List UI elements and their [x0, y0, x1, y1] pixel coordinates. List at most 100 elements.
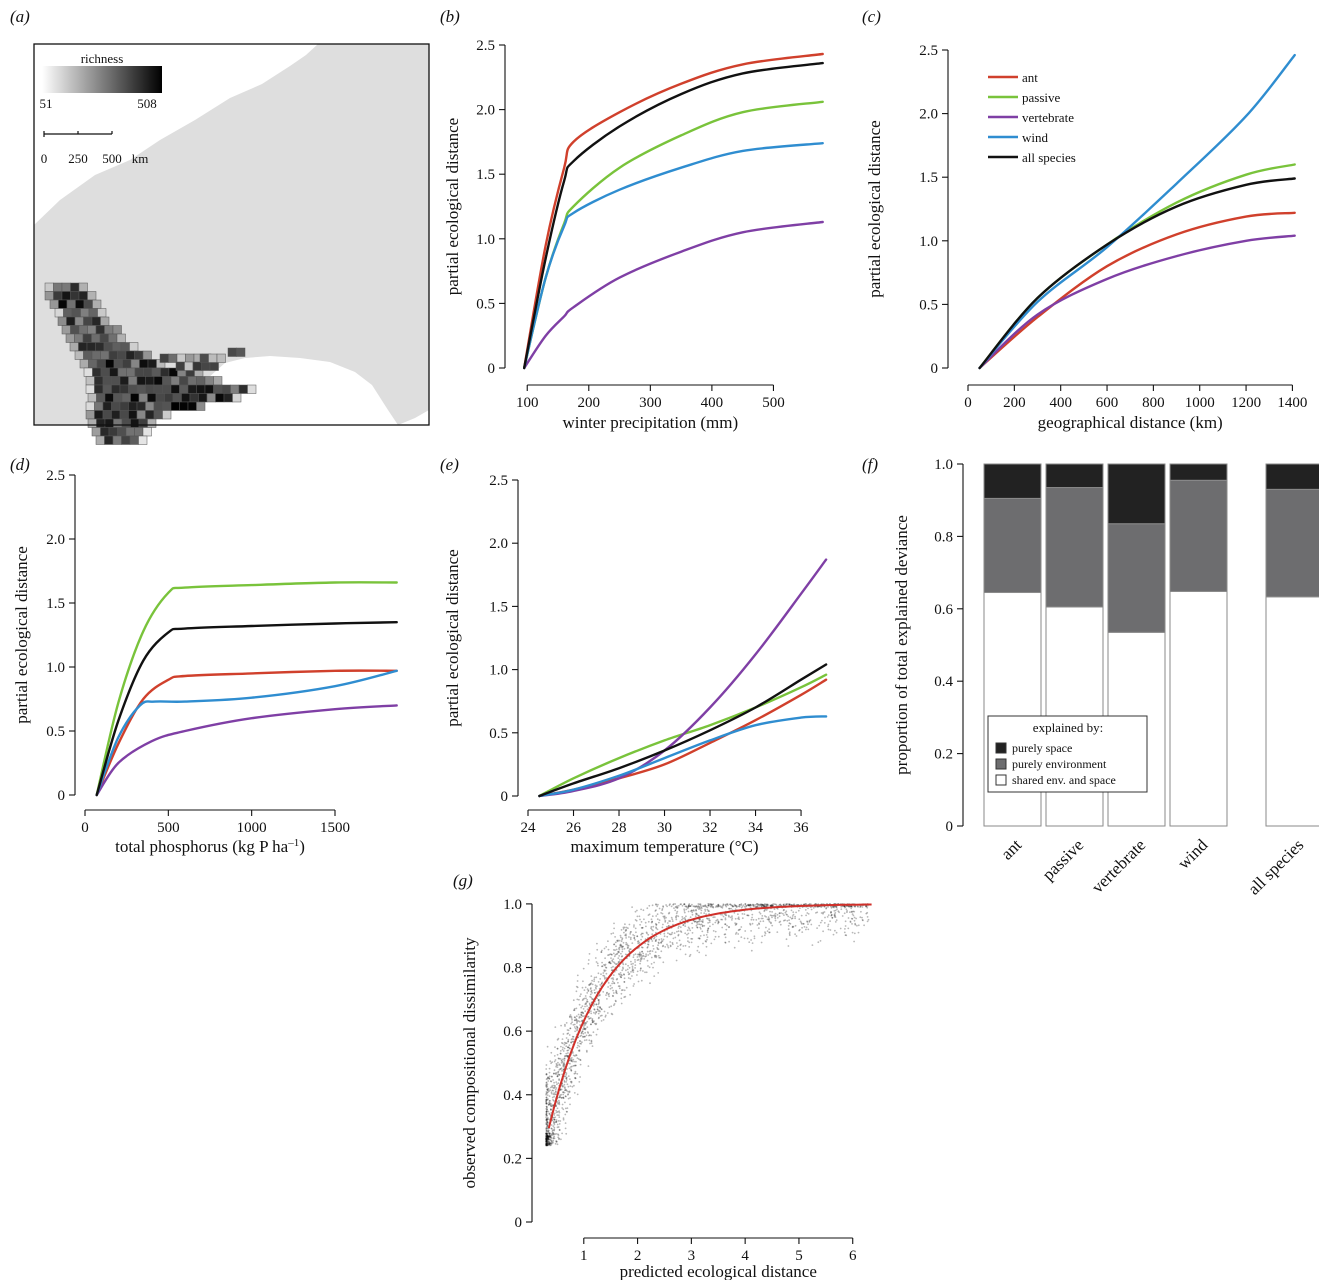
- scatter-point: [553, 1129, 556, 1132]
- scatter-point: [569, 1080, 572, 1083]
- scatter-point: [604, 966, 607, 969]
- scatter-point: [766, 930, 769, 932]
- scatter-point: [548, 1135, 551, 1138]
- scatter-point: [566, 1033, 569, 1035]
- scatter-point: [560, 1138, 562, 1141]
- scatter-point: [605, 972, 608, 975]
- scatter-point: [851, 931, 854, 934]
- scatter-point: [548, 1101, 550, 1104]
- richness-cell: [102, 376, 112, 386]
- scatter-point: [661, 940, 664, 942]
- scatter-point: [582, 998, 585, 1000]
- scatter-point: [761, 935, 764, 938]
- scatter-point: [593, 980, 595, 983]
- scatter-point: [588, 1002, 591, 1005]
- scatter-point: [562, 1065, 564, 1067]
- richness-cell: [185, 353, 195, 363]
- scatter-point: [546, 1144, 549, 1146]
- scatter-point: [548, 1067, 551, 1070]
- scatter-point: [562, 1096, 565, 1099]
- scatter-point: [647, 965, 649, 967]
- scatter-point: [626, 947, 629, 949]
- scatter-point: [546, 1144, 548, 1147]
- scatter-point: [779, 920, 782, 923]
- scatter-point: [687, 905, 690, 908]
- richness-cell: [153, 410, 163, 420]
- scatter-point: [589, 1023, 592, 1026]
- scatter-point: [778, 912, 781, 915]
- scatter-point: [603, 947, 606, 950]
- scatter-point: [556, 1075, 559, 1078]
- scatter-point: [699, 935, 702, 937]
- scatter-point: [563, 1058, 566, 1060]
- scatter-point: [801, 931, 804, 933]
- scatter-point: [549, 1132, 552, 1135]
- scatter-point: [728, 915, 730, 918]
- scatter-point: [614, 941, 617, 944]
- scatter-point: [564, 1127, 567, 1130]
- scatter-point: [630, 930, 632, 933]
- scatter-point: [682, 924, 685, 926]
- scatter-point: [585, 997, 587, 1000]
- scatter-point: [640, 958, 642, 961]
- richness-cell: [66, 299, 76, 309]
- scatter-point: [682, 945, 685, 947]
- scatter-point: [597, 1017, 600, 1020]
- scatter-point: [827, 925, 829, 928]
- scatter-point: [577, 1013, 580, 1016]
- richness-cell: [121, 393, 131, 403]
- scatter-point: [545, 1119, 548, 1121]
- scatter-point: [616, 952, 619, 955]
- scatter-point: [645, 971, 648, 974]
- scatter-point: [735, 923, 738, 926]
- scatter-point: [566, 1107, 569, 1109]
- scatter-point: [695, 905, 698, 908]
- scatter-point: [613, 955, 616, 958]
- scatter-point: [603, 975, 606, 977]
- y-tick-label: 1.0: [46, 660, 65, 676]
- scatter-point: [698, 908, 700, 910]
- scatter-point: [632, 969, 635, 972]
- scatter-point: [545, 1105, 548, 1108]
- scatter-point: [852, 910, 854, 913]
- scatter-point: [660, 941, 663, 944]
- scatter-point: [749, 903, 751, 906]
- scatter-point: [575, 1054, 578, 1057]
- scatter-point: [617, 950, 620, 953]
- scatter-point: [680, 931, 683, 933]
- bar-all-species-purely-space: [1265, 463, 1319, 490]
- scatter-point: [623, 926, 626, 929]
- scatter-point: [647, 954, 650, 956]
- scatter-point: [865, 905, 867, 908]
- scatter-point: [667, 945, 669, 947]
- scatter-point: [547, 1142, 549, 1145]
- scatter-point: [740, 906, 743, 909]
- scatter-point: [689, 905, 692, 907]
- scatter-point: [572, 1065, 575, 1067]
- scatter-point: [568, 1034, 571, 1036]
- scale-tick-250: 250: [68, 151, 88, 166]
- scatter-point: [601, 965, 603, 968]
- scatter-point: [712, 930, 715, 932]
- scatter-point: [725, 928, 728, 931]
- scatter-point: [610, 1012, 613, 1015]
- scatter-point: [550, 1136, 552, 1139]
- scatter-point: [547, 1135, 550, 1138]
- scatter-point: [674, 905, 677, 908]
- scatter-point: [672, 903, 675, 905]
- y-tick-label: 0: [488, 361, 496, 377]
- scatter-point: [698, 923, 700, 925]
- scatter-point: [607, 940, 609, 943]
- scatter-point: [767, 918, 770, 920]
- scatter-point: [636, 956, 639, 958]
- scatter-point: [697, 920, 700, 923]
- map-frame: [33, 43, 430, 426]
- scatter-point: [759, 920, 762, 923]
- scatter-point: [553, 1135, 556, 1138]
- scatter-point: [645, 953, 647, 956]
- scatter-point: [655, 956, 658, 959]
- richness-cell: [94, 401, 104, 411]
- y-tick-label: 1.0: [919, 234, 938, 250]
- scatter-point: [548, 1133, 551, 1136]
- scatter-point: [729, 916, 732, 919]
